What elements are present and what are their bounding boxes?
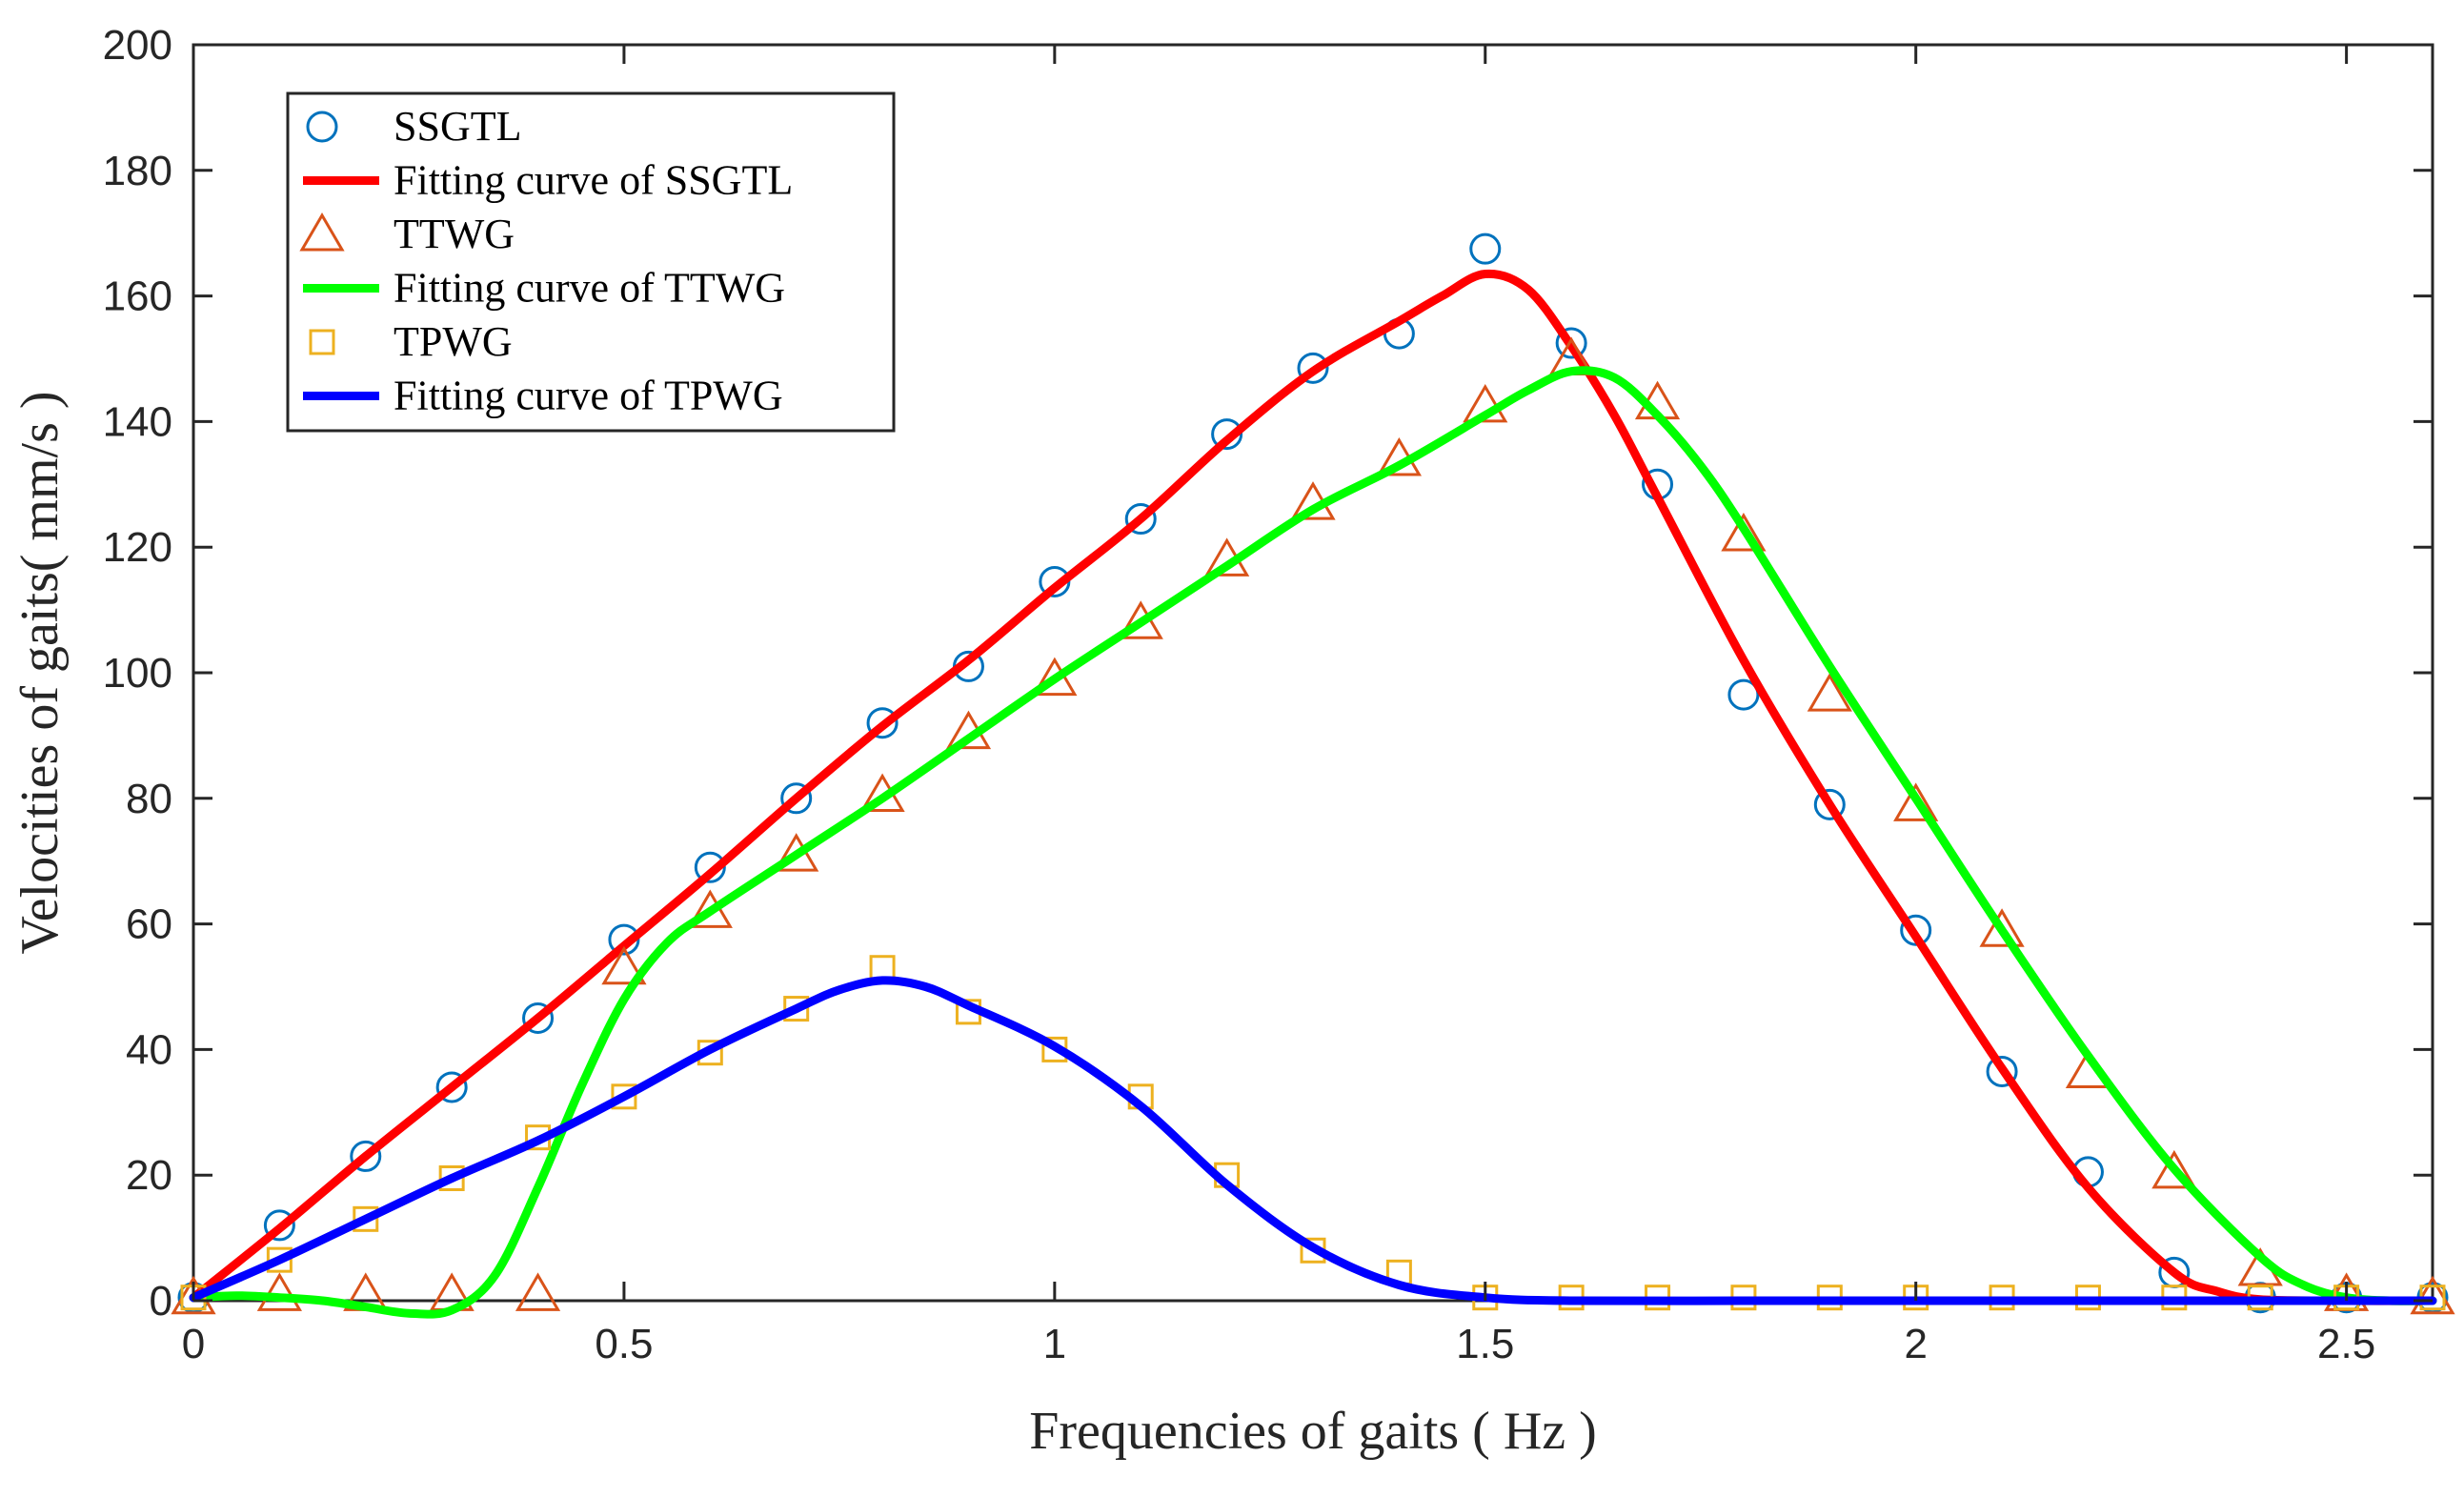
series-fitting-curve-of-tpwg (189, 976, 2437, 1305)
circle-marker (1297, 352, 1329, 384)
circle-marker (1469, 233, 1502, 265)
square-marker (266, 1246, 293, 1273)
circle-marker (263, 1209, 295, 1242)
circle-marker (1727, 678, 1760, 711)
legend-label: TPWG (394, 318, 513, 365)
circle-marker (1124, 503, 1157, 536)
legend-items: SSGTL Fitting curve of SSGTL TTWG Fitting c… (299, 103, 793, 419)
x-tick-label: 2 (1904, 1321, 1927, 1367)
y-axis-label: Velocities of gaits( mm/s ) (10, 391, 70, 954)
legend-label: Fitting curve of TTWG (394, 265, 785, 312)
circle-marker (435, 1071, 468, 1103)
circle-marker (1900, 914, 1932, 946)
y-tick-label: 180 (103, 148, 172, 194)
y-tick-label: 60 (126, 901, 172, 948)
x-axis-label: Frequencies of gaits ( Hz ) (1029, 1402, 1597, 1461)
x-tick-label: 0 (182, 1321, 205, 1367)
axis-tick-labels: 0 0.5 1 1.5 2 2.5 0 20 40 60 80 100 120 140 160 180 200 (103, 22, 2376, 1367)
x-tick-label: 1.5 (1456, 1321, 1514, 1367)
square-marker (438, 1164, 465, 1191)
series-layer (171, 233, 2455, 1319)
triangle-marker (1807, 673, 1852, 712)
legend-circle-marker (306, 111, 338, 143)
triangle-marker (1721, 513, 1767, 552)
circle-marker (866, 707, 899, 739)
legend-item-fitting-curve-of-tpwg: Fitting curve of TPWG (303, 373, 783, 419)
circle-marker (694, 851, 726, 883)
triangle-marker (601, 945, 647, 985)
legend-item-fitting-curve-of-ttwg: Fitting curve of TTWG (303, 265, 785, 312)
legend-label: Fitting curve of TPWG (394, 373, 783, 419)
y-tick-label: 140 (103, 398, 172, 445)
triangle-marker (1463, 383, 1508, 423)
x-tick-label: 1 (1043, 1321, 1066, 1367)
line-fitting-curve-of-ttwg (189, 366, 2437, 1319)
legend-square-marker (309, 329, 335, 355)
square-marker (783, 996, 810, 1022)
y-tick-label: 40 (126, 1026, 172, 1073)
circle-marker (1555, 327, 1587, 359)
circle-marker (1986, 1055, 2018, 1087)
circle-marker (1813, 788, 1846, 820)
circle-marker (1211, 418, 1243, 451)
legend-box (286, 91, 896, 433)
triangle-marker (1893, 782, 1939, 821)
legend-label: SSGTL (394, 103, 521, 150)
triangle-marker (1979, 908, 2025, 947)
triangle-marker (2151, 1149, 2197, 1189)
square-marker (611, 1083, 637, 1110)
line-fitting-curve-of-tpwg (189, 976, 2437, 1305)
x-tick-label: 0.5 (595, 1321, 653, 1367)
legend-triangle-marker (299, 212, 345, 252)
triangle-marker (515, 1272, 561, 1311)
circle-marker (522, 1001, 555, 1034)
legend-item-ssgtl: SSGTL (306, 103, 521, 150)
triangle-marker (256, 1272, 302, 1311)
y-tick-label: 100 (103, 650, 172, 697)
y-tick-label: 120 (103, 524, 172, 571)
legend-label: Fitting curve of SSGTL (394, 157, 793, 204)
y-tick-label: 80 (126, 776, 172, 822)
legend: SSGTL Fitting curve of SSGTL TTWG Fitting c… (286, 91, 896, 433)
series-fitting-curve-of-ttwg (189, 366, 2437, 1319)
square-marker (353, 1205, 379, 1232)
legend-item-ttwg: TTWG (299, 211, 515, 257)
y-tick-label: 160 (103, 273, 172, 320)
legend-item-tpwg: TPWG (309, 318, 513, 365)
line-fitting-curve-of-ssgtl (189, 269, 2437, 1305)
circle-marker (780, 782, 813, 815)
x-tick-label: 2.5 (2317, 1321, 2375, 1367)
legend-label: TTWG (394, 211, 515, 257)
axis-ticks (192, 43, 2433, 1303)
y-tick-label: 20 (126, 1152, 172, 1199)
circle-marker (350, 1140, 382, 1172)
y-tick-label: 200 (103, 22, 172, 69)
circle-marker (608, 923, 640, 956)
series-fitting-curve-of-ssgtl (189, 269, 2437, 1305)
y-tick-label: 0 (150, 1278, 172, 1325)
legend-item-fitting-curve-of-ssgtl: Fitting curve of SSGTL (303, 157, 793, 204)
